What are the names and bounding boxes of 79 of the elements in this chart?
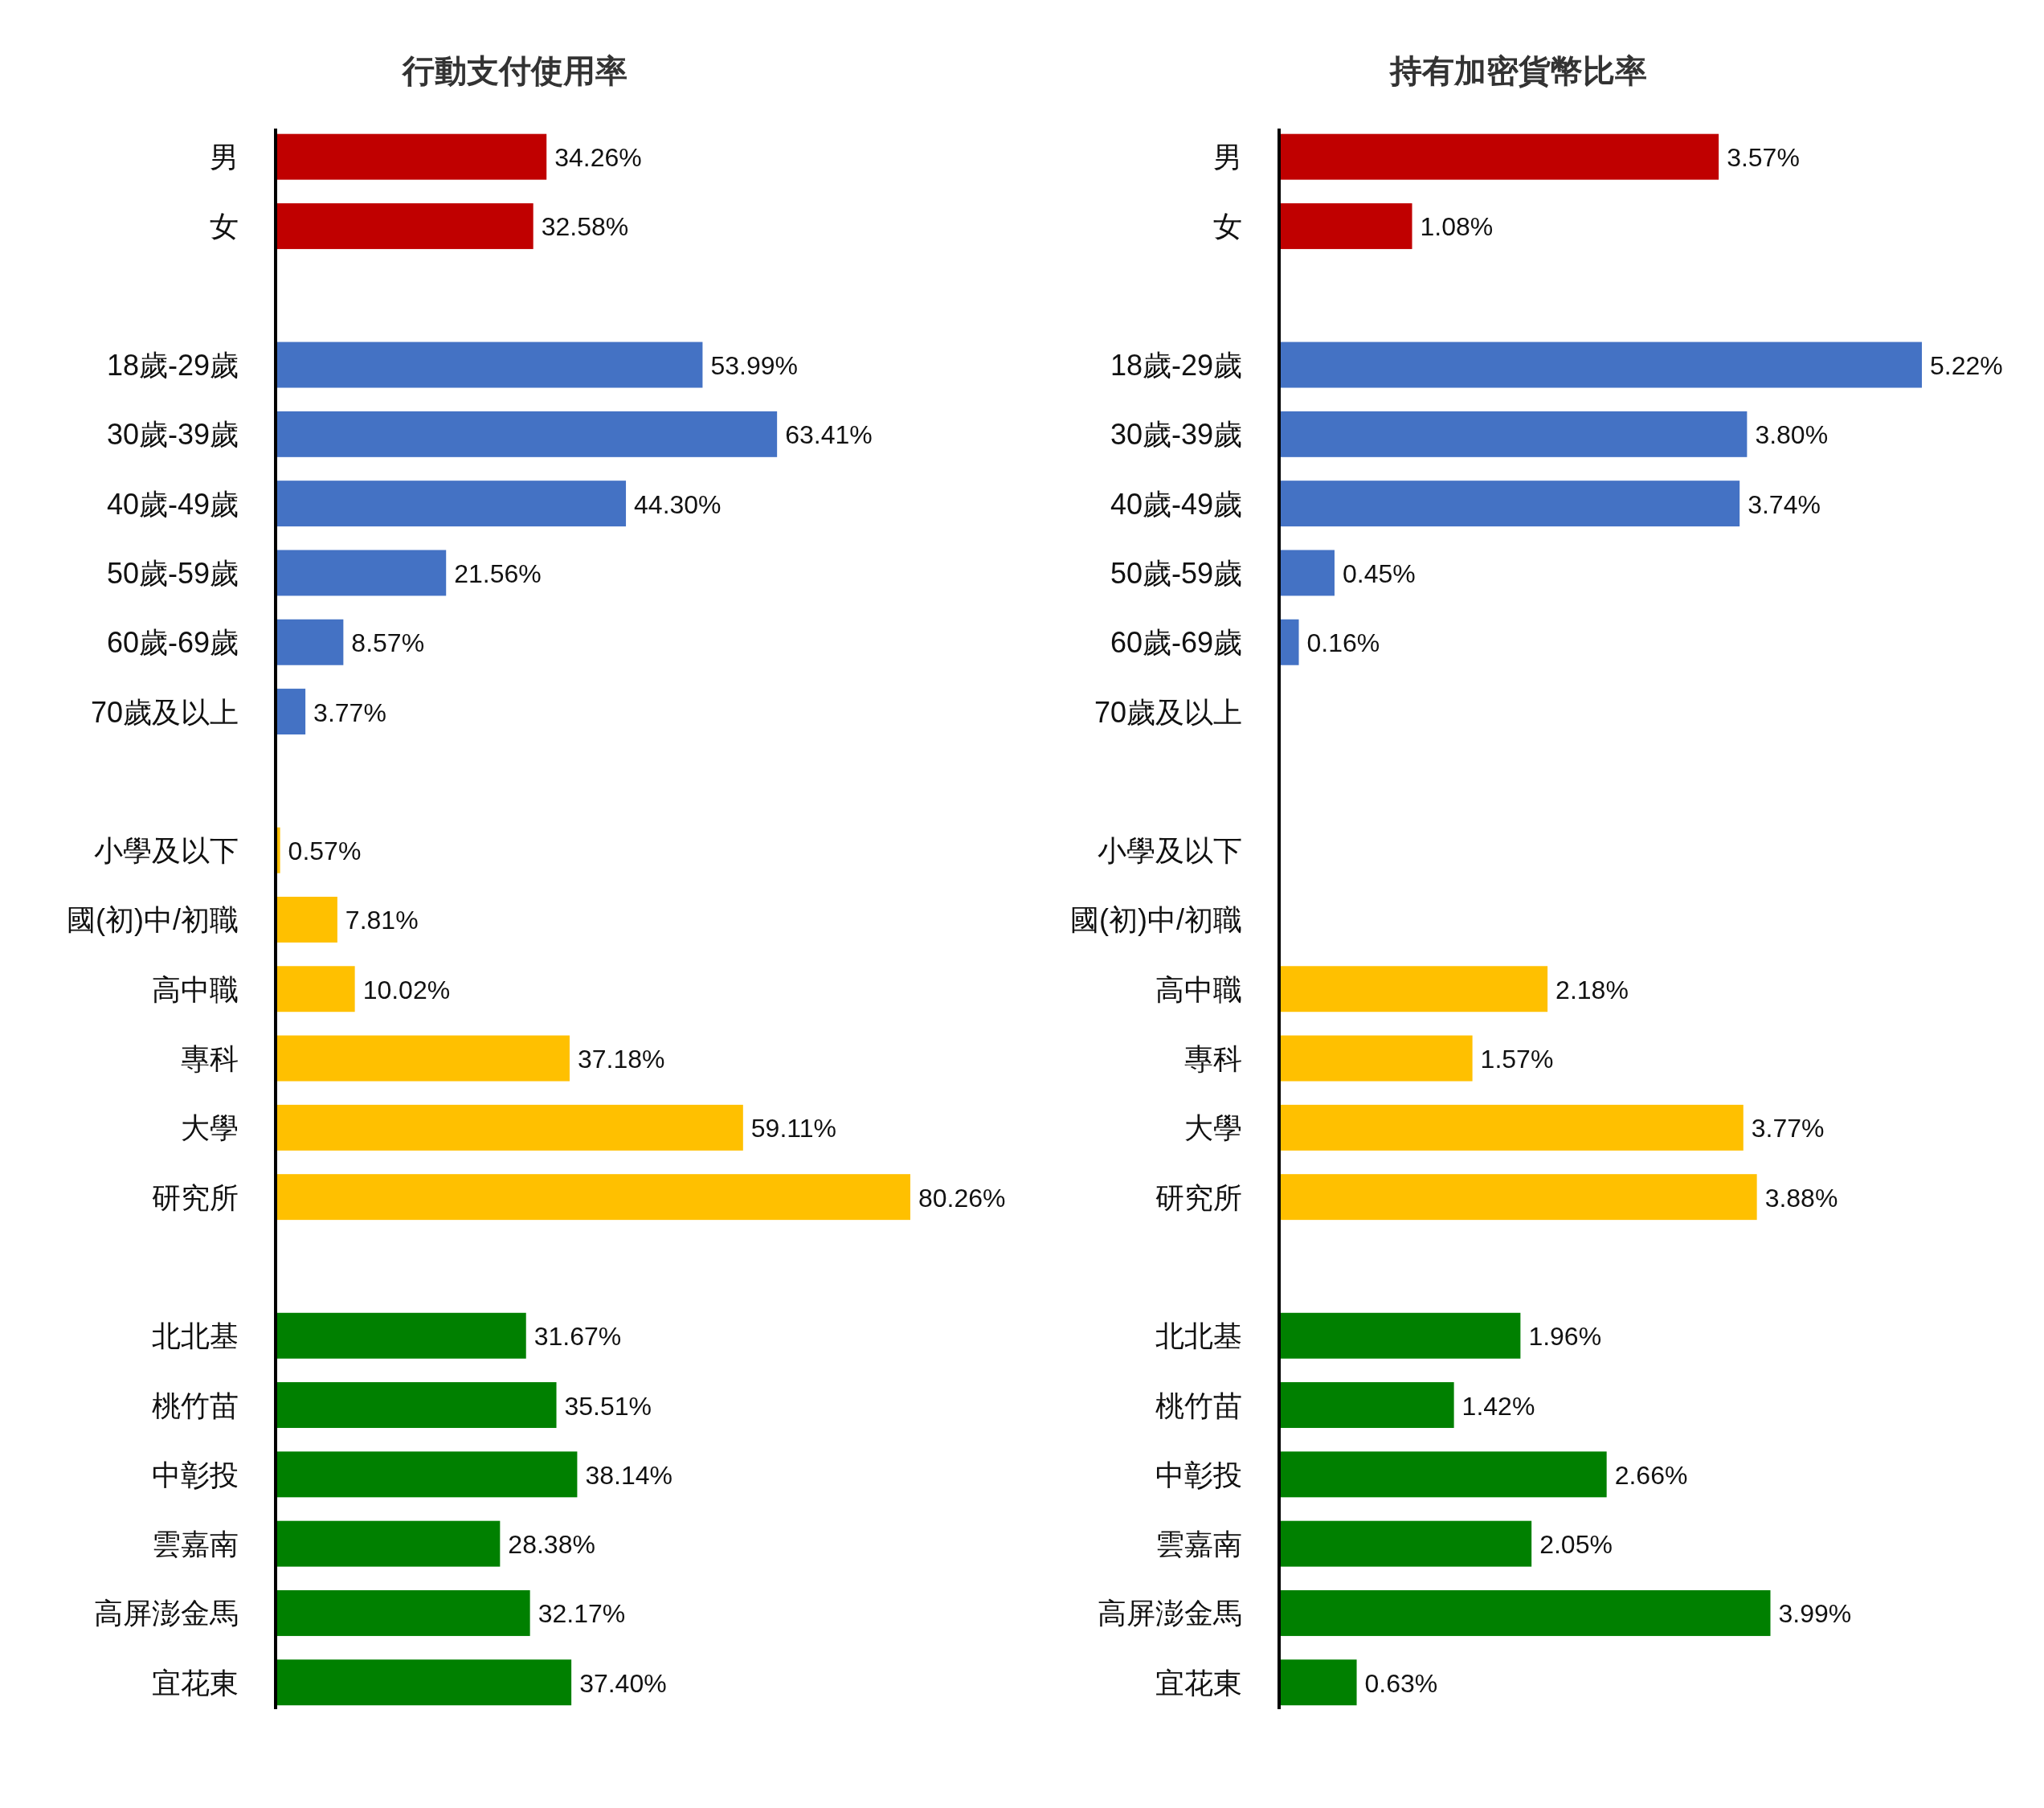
data-label: 2.05%: [1539, 1530, 1613, 1560]
y-tick-label: 50歲-59歲: [1110, 556, 1242, 590]
y-tick-label: 高屏澎金馬: [1098, 1597, 1242, 1630]
data-label: 37.40%: [579, 1668, 667, 1698]
y-tick-label: 北北基: [152, 1319, 239, 1353]
data-label: 38.14%: [585, 1460, 672, 1490]
data-label: 31.67%: [533, 1322, 622, 1352]
data-label: 32.17%: [538, 1599, 626, 1629]
y-tick-label: 宜花東: [152, 1666, 239, 1700]
data-label: 44.30%: [634, 489, 722, 519]
y-tick-label: 女: [1213, 210, 1242, 243]
data-label: 35.51%: [564, 1391, 652, 1421]
data-label: 8.57%: [351, 628, 425, 658]
data-label: 1.42%: [1461, 1391, 1535, 1421]
data-label: 0.57%: [288, 837, 362, 866]
data-label: 63.41%: [785, 420, 873, 450]
data-label: 10.02%: [362, 975, 451, 1004]
data-label: 34.26%: [554, 143, 642, 173]
y-tick-label: 國(初)中/初職: [1070, 903, 1242, 937]
data-label: 1.08%: [1420, 212, 1494, 242]
y-tick-label: 小學及以下: [1098, 834, 1242, 868]
data-label: 2.18%: [1555, 975, 1629, 1004]
y-tick-label: 男: [210, 141, 239, 174]
data-label: 3.74%: [1748, 489, 1821, 519]
y-tick-label: 北北基: [1155, 1319, 1242, 1353]
data-label: 3.88%: [1764, 1183, 1838, 1213]
data-label: 5.22%: [1930, 351, 2003, 381]
data-label: 0.45%: [1342, 558, 1416, 588]
y-tick-label: 雲嘉南: [1155, 1528, 1242, 1561]
y-tick-label: 專科: [181, 1042, 239, 1076]
data-label: 3.57%: [1727, 143, 1800, 173]
data-label: 37.18%: [577, 1045, 665, 1074]
y-tick-label: 研究所: [152, 1180, 239, 1214]
data-label: 3.77%: [1751, 1114, 1825, 1143]
data-label: 21.56%: [454, 558, 542, 588]
data-label: 3.99%: [1778, 1599, 1852, 1629]
y-tick-label: 中彰投: [152, 1458, 239, 1491]
y-tick-label: 女: [210, 210, 239, 243]
y-tick-label: 宜花東: [1155, 1666, 1242, 1700]
y-tick-label: 男: [1213, 141, 1242, 174]
y-tick-label: 專科: [1184, 1042, 1242, 1076]
data-label: 3.80%: [1755, 420, 1829, 450]
y-tick-label: 高屏澎金馬: [94, 1597, 239, 1630]
data-label: 59.11%: [750, 1114, 836, 1143]
data-label: 80.26%: [918, 1183, 1006, 1213]
y-tick-label: 桃竹苗: [152, 1389, 239, 1422]
y-tick-label: 高中職: [152, 972, 239, 1006]
data-label: 28.38%: [508, 1530, 595, 1560]
data-label: 7.81%: [345, 906, 419, 935]
y-tick-label: 50歲-59歲: [106, 556, 239, 590]
data-label: 0.63%: [1364, 1668, 1438, 1698]
y-tick-label: 60歲-69歲: [1110, 626, 1242, 660]
y-tick-label: 小學及以下: [94, 834, 239, 868]
data-label: 2.66%: [1614, 1460, 1688, 1490]
data-label: 3.77%: [313, 697, 386, 727]
y-tick-label: 30歲-39歲: [106, 418, 239, 452]
y-tick-label: 大學: [1184, 1111, 1242, 1145]
y-tick-label: 高中職: [1155, 972, 1242, 1006]
y-tick-label: 60歲-69歲: [106, 626, 239, 660]
y-tick-label: 18歲-29歲: [106, 349, 239, 382]
y-tick-label: 大學: [181, 1111, 239, 1145]
data-label: 32.58%: [541, 212, 629, 242]
data-label: 53.99%: [710, 351, 798, 381]
y-tick-label: 18歲-29歲: [1110, 349, 1242, 382]
y-tick-label: 70歲及以上: [90, 695, 239, 729]
y-tick-label: 40歲-49歲: [106, 487, 239, 521]
data-label: 1.96%: [1528, 1322, 1602, 1352]
chart-title: 持有加密貨幣比率: [1388, 53, 1647, 88]
y-tick-label: 40歲-49歲: [1110, 487, 1242, 521]
y-tick-label: 中彰投: [1155, 1458, 1242, 1491]
data-label: 1.57%: [1480, 1045, 1554, 1074]
y-tick-label: 桃竹苗: [1155, 1389, 1242, 1422]
y-tick-label: 國(初)中/初職: [67, 903, 239, 937]
chart-title: 行動支付使用率: [401, 53, 628, 88]
y-tick-label: 雲嘉南: [152, 1528, 239, 1561]
y-tick-label: 30歲-39歲: [1110, 418, 1242, 452]
y-tick-label: 70歲及以上: [1094, 695, 1242, 729]
y-tick-label: 研究所: [1155, 1180, 1242, 1214]
data-label: 0.16%: [1306, 628, 1380, 658]
